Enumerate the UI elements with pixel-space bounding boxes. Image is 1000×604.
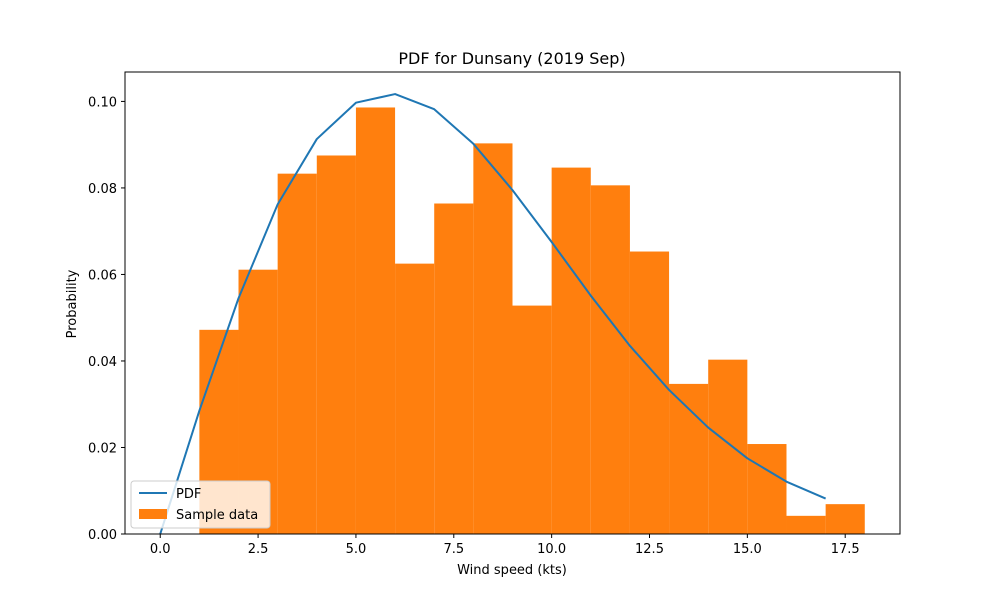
histogram-bar	[473, 143, 513, 534]
y-tick-label: 0.04	[88, 355, 117, 370]
y-tick-label: 0.10	[88, 95, 117, 110]
pdf-line	[159, 93, 827, 535]
y-tick-label: 0.06	[88, 268, 117, 283]
histogram-bar	[512, 305, 552, 534]
chart-title: PDF for Dunsany (2019 Sep)	[398, 49, 625, 68]
x-tick-label: 5.0	[346, 542, 367, 557]
x-axis-ticks: 0.0 2.5 5.0 7.5 10.0 12.5 15.0 17.5	[150, 534, 860, 557]
histogram-bar	[355, 107, 396, 534]
y-axis-ticks: 0.00 0.02 0.04 0.06 0.08 0.10	[88, 95, 125, 543]
histogram-bar	[669, 383, 709, 534]
histogram-bar	[434, 203, 474, 534]
histogram-bars	[199, 107, 865, 535]
x-tick-label: 0.0	[150, 542, 171, 557]
histogram-bar	[590, 185, 630, 534]
y-tick-label: 0.02	[88, 441, 117, 456]
y-tick-label: 0.08	[88, 182, 117, 197]
histogram-bar	[786, 515, 826, 534]
x-tick-label: 17.5	[831, 542, 860, 557]
y-axis-label: Probability	[65, 269, 80, 338]
legend-pdf-label: PDF	[176, 487, 201, 502]
histogram-bar	[708, 359, 748, 534]
x-tick-label: 12.5	[635, 542, 664, 557]
x-tick-label: 10.0	[537, 542, 566, 557]
x-tick-label: 7.5	[443, 542, 464, 557]
x-tick-label: 2.5	[248, 542, 269, 557]
legend-sample-data-swatch	[139, 509, 167, 519]
x-tick-label: 15.0	[733, 542, 762, 557]
pdf-line-layer	[159, 93, 827, 535]
histogram-bar	[747, 444, 787, 534]
plot-area-frame	[124, 71, 901, 535]
histogram-bar	[395, 263, 435, 534]
histogram-bar	[629, 251, 670, 535]
legend: PDF Sample data	[130, 480, 271, 529]
histogram-bar	[316, 155, 356, 534]
legend-sample-data-label: Sample data	[176, 508, 258, 523]
y-tick-label: 0.00	[88, 528, 117, 543]
x-axis-label: Wind speed (kts)	[457, 563, 567, 578]
histogram-bar	[551, 167, 591, 534]
histogram-bar	[825, 504, 865, 534]
histogram-bar	[277, 173, 317, 535]
